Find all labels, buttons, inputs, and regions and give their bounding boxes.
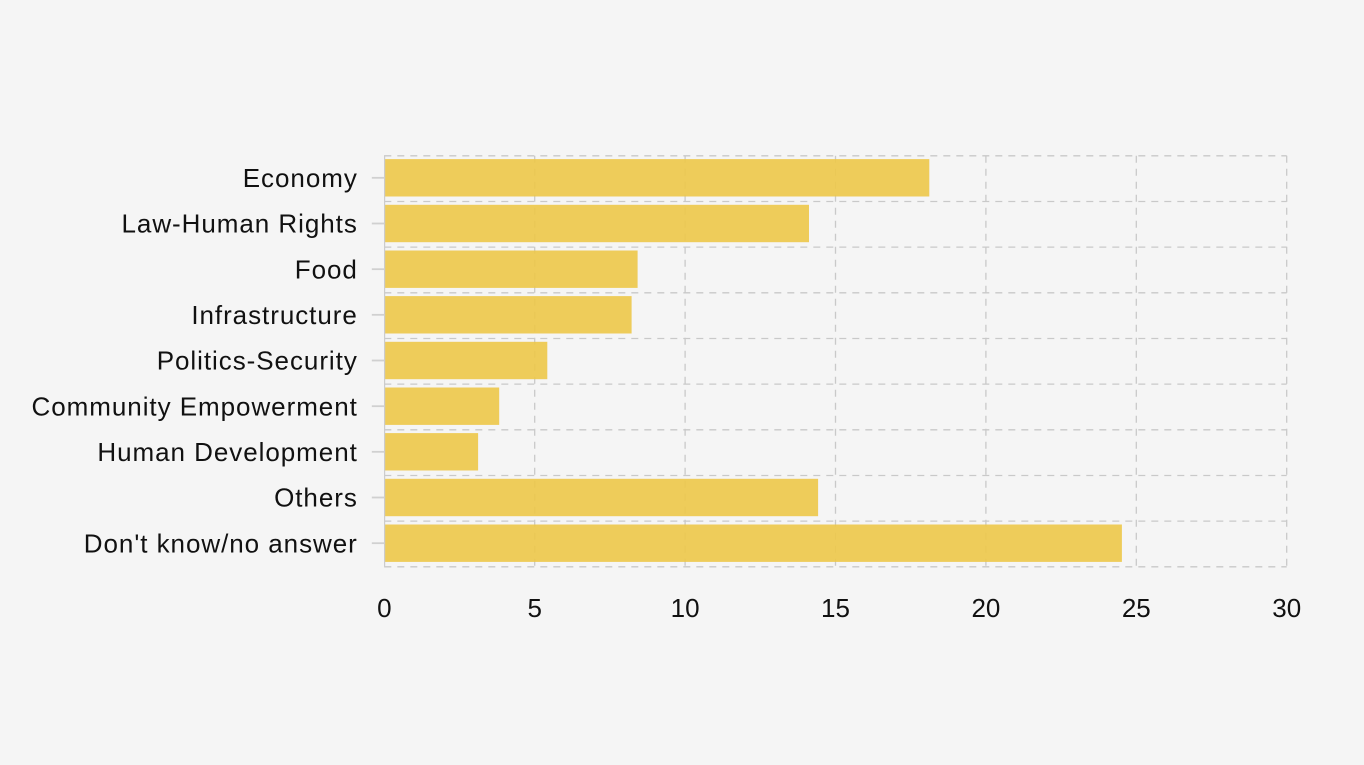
svg-text:Politics-Security: Politics-Security (157, 346, 358, 376)
svg-text:5: 5 (527, 593, 541, 623)
svg-text:0: 0 (377, 593, 391, 623)
svg-text:20: 20 (971, 593, 1000, 623)
svg-text:25: 25 (1122, 593, 1151, 623)
svg-text:Economy: Economy (243, 163, 358, 193)
svg-text:Law-Human Rights: Law-Human Rights (122, 209, 358, 239)
svg-text:10: 10 (671, 593, 700, 623)
svg-text:Infrastructure: Infrastructure (191, 300, 357, 330)
svg-text:Food: Food (295, 254, 358, 284)
svg-text:Human Development: Human Development (97, 437, 357, 467)
svg-text:15: 15 (821, 593, 850, 623)
svg-text:30: 30 (1272, 593, 1301, 623)
svg-text:Don't know/no answer: Don't know/no answer (84, 528, 358, 558)
svg-text:Community Empowerment: Community Empowerment (32, 391, 358, 421)
svg-text:Others: Others (274, 483, 358, 513)
